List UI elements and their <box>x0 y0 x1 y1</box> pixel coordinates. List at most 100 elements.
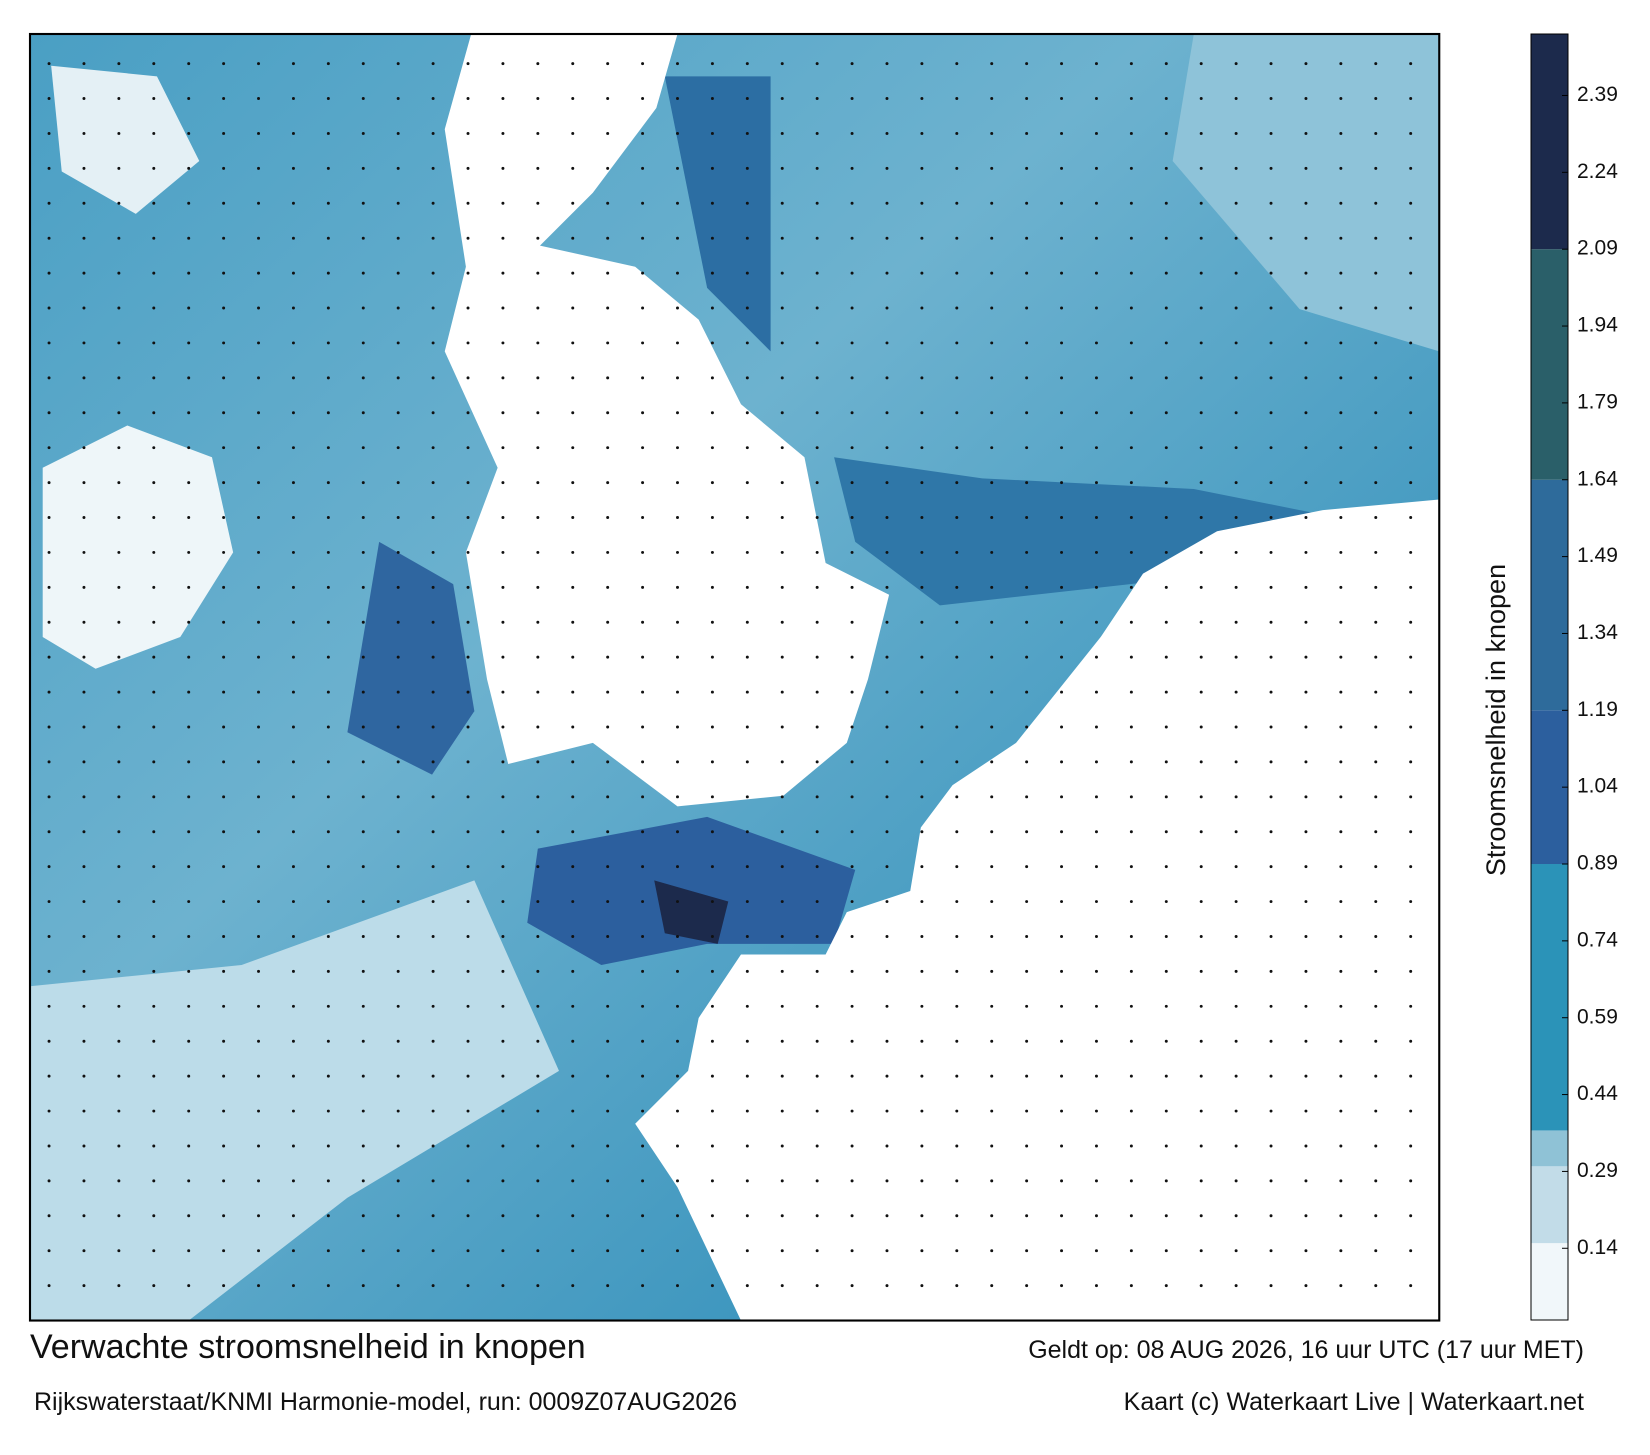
grid-dot <box>676 1004 679 1008</box>
grid-dot <box>1094 341 1098 345</box>
grid-dot <box>1269 1179 1273 1183</box>
grid-dot <box>1304 411 1308 415</box>
grid-dot <box>187 131 191 135</box>
grid-dot <box>710 969 714 973</box>
grid-dot <box>1060 934 1064 938</box>
grid-dot <box>780 865 784 869</box>
grid-dot <box>571 1214 575 1218</box>
grid-dot <box>396 166 400 170</box>
grid-dot <box>1060 795 1064 799</box>
grid-dot <box>1234 1284 1238 1288</box>
grid-dot <box>1025 655 1029 659</box>
grid-dot <box>641 341 645 345</box>
colorbar-band <box>1531 1130 1568 1167</box>
colorbar-tick-label: 1.64 <box>1577 467 1618 490</box>
grid-dot <box>361 236 365 240</box>
grid-dot <box>850 1004 854 1008</box>
grid-dot <box>1199 1109 1203 1113</box>
grid-dot <box>1339 97 1343 101</box>
grid-dot <box>955 446 959 450</box>
grid-dot <box>1060 1284 1064 1288</box>
grid-dot <box>326 446 330 450</box>
grid-dot <box>1199 481 1203 485</box>
grid-dot <box>326 306 330 310</box>
grid-dot <box>1304 1284 1308 1288</box>
grid-dot <box>326 655 330 659</box>
grid-dot <box>745 62 749 66</box>
grid-dot <box>955 725 959 729</box>
grid-dot <box>710 481 714 485</box>
grid-dot <box>47 446 51 450</box>
grid-dot <box>187 585 191 589</box>
grid-dot <box>396 620 400 624</box>
grid-dot <box>1409 690 1413 694</box>
grid-dot <box>815 830 819 834</box>
grid-dot <box>326 411 330 415</box>
colorbar-label: Stroomsnelheid in knopen <box>1481 564 1511 876</box>
grid-dot <box>1304 131 1308 135</box>
grid-dot <box>326 97 330 101</box>
grid-dot <box>82 655 86 659</box>
grid-dot <box>222 341 226 345</box>
grid-dot <box>396 62 400 66</box>
grid-dot <box>1060 306 1064 310</box>
grid-dot <box>955 900 959 904</box>
grid-dot <box>152 411 156 415</box>
grid-dot <box>1164 1039 1168 1043</box>
grid-dot <box>187 306 191 310</box>
grid-dot <box>257 306 261 310</box>
grid-dot <box>1269 585 1273 589</box>
grid-dot <box>152 1284 156 1288</box>
grid-dot <box>431 411 435 415</box>
grid-dot <box>361 865 365 869</box>
grid-dot <box>222 1284 226 1288</box>
grid-dot <box>571 690 575 694</box>
grid-dot <box>82 865 86 869</box>
grid-dot <box>606 620 610 624</box>
grid-dot <box>82 760 86 764</box>
grid-dot <box>990 620 994 624</box>
grid-dot <box>606 1179 610 1183</box>
grid-dot <box>1025 585 1029 589</box>
grid-dot <box>885 795 889 799</box>
grid-dot <box>1164 131 1168 135</box>
grid-dot <box>1409 760 1413 764</box>
grid-dot <box>641 1144 645 1148</box>
grid-dot <box>850 620 854 624</box>
grid-dot <box>1339 62 1343 66</box>
grid-dot <box>326 795 330 799</box>
grid-dot <box>1129 865 1133 869</box>
grid-dot <box>1374 201 1378 205</box>
grid-dot <box>780 690 784 694</box>
grid-dot <box>1060 481 1064 485</box>
grid-dot <box>1339 201 1343 205</box>
grid-dot <box>1374 795 1378 799</box>
grid-dot <box>641 1004 645 1008</box>
grid-dot <box>571 1284 575 1288</box>
grid-dot <box>396 830 400 834</box>
grid-dot <box>641 1039 645 1043</box>
grid-dot <box>606 865 610 869</box>
grid-dot <box>396 690 400 694</box>
grid-dot <box>361 1039 365 1043</box>
grid-dot <box>326 62 330 66</box>
grid-dot <box>745 376 749 380</box>
grid-dot <box>536 969 540 973</box>
grid-dot <box>291 236 295 240</box>
grid-dot <box>641 969 645 973</box>
grid-dot <box>1129 411 1133 415</box>
grid-dot <box>187 655 191 659</box>
grid-dot <box>920 1004 924 1008</box>
grid-dot <box>1199 655 1203 659</box>
grid-dot <box>780 1284 784 1288</box>
grid-dot <box>676 760 679 764</box>
grid-dot <box>955 865 959 869</box>
grid-dot <box>187 1179 191 1183</box>
grid-dot <box>1234 201 1238 205</box>
grid-dot <box>326 550 330 554</box>
grid-dot <box>780 271 784 275</box>
grid-dot <box>361 1179 365 1183</box>
grid-dot <box>1409 969 1413 973</box>
grid-dot <box>920 760 924 764</box>
grid-dot <box>396 1284 400 1288</box>
